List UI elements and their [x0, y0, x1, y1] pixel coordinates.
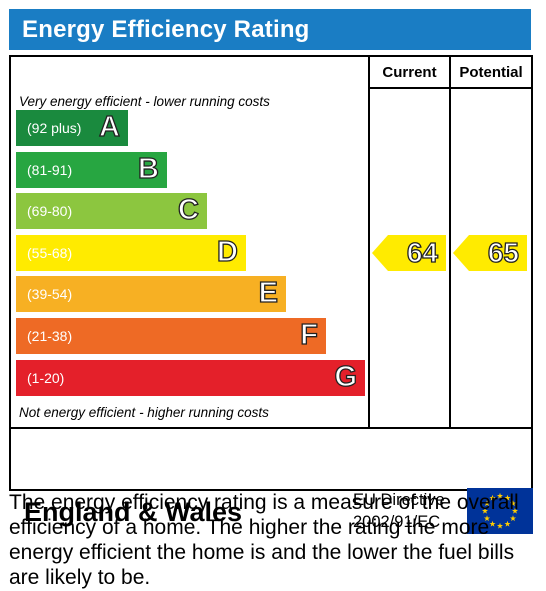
band-a: (92 plus) A: [16, 110, 128, 146]
potential-rating-value: 65: [487, 236, 519, 268]
rating-chart: Current Potential Very energy efficient …: [9, 55, 533, 534]
description-text: The energy efficiency rating is a measur…: [9, 491, 519, 589]
eu-star-icon: [483, 515, 491, 522]
eu-star-icon: [504, 494, 511, 501]
pointer-arrow-shape: [453, 234, 527, 271]
footer-divider: [11, 427, 531, 429]
band-range-label: (81-91): [27, 161, 73, 178]
eu-star-icon: [509, 515, 517, 522]
band-c: (69-80) C: [16, 193, 207, 230]
band-letter-label: A: [98, 110, 120, 143]
band-letter-label: D: [216, 235, 238, 268]
current-column-header: Current: [382, 64, 437, 81]
potential-column-header: Potential: [459, 64, 523, 81]
directive-label: EU Directive: [353, 491, 445, 509]
directive-number: 2002/91/EC: [353, 513, 441, 531]
band-f: (21-38) F: [16, 318, 326, 354]
current-rating-pointer: 64: [372, 234, 446, 271]
page-title: Energy Efficiency Rating: [22, 16, 310, 43]
band-g: (1-20) G: [16, 359, 365, 396]
band-range-label: (92 plus): [27, 120, 82, 136]
band-range-label: (55-68): [27, 244, 73, 261]
band-e: (39-54) E: [16, 276, 286, 313]
band-range-label: (69-80): [27, 203, 73, 220]
band-range-label: (1-20): [27, 369, 65, 386]
column-divider: [449, 57, 451, 429]
region-label: England & Wales: [24, 497, 243, 527]
inefficient-note: Not energy efficient - higher running co…: [19, 405, 269, 420]
band-letter-label: F: [300, 318, 319, 351]
band-letter-label: C: [177, 194, 199, 227]
header-bar: Energy Efficiency Rating: [9, 9, 531, 50]
eu-flag-icon: [467, 488, 533, 534]
band-letter-label: G: [334, 360, 358, 393]
eu-star-icon: [496, 492, 504, 499]
current-rating-value: 64: [406, 236, 438, 268]
eu-star-icon: [489, 520, 496, 527]
band-b: (81-91) B: [16, 151, 167, 188]
band-letter-label: E: [258, 277, 279, 310]
column-divider: [368, 57, 370, 429]
band-d: (55-68) D: [16, 234, 246, 271]
efficient-note: Very energy efficient - lower running co…: [19, 94, 270, 109]
band-range-label: (21-38): [27, 328, 73, 344]
eu-star-icon: [504, 520, 511, 527]
eu-star-icon: [509, 500, 517, 507]
eu-star-icon: [511, 507, 519, 514]
eu-star-icon: [481, 507, 489, 514]
eu-star-icon: [496, 522, 504, 529]
band-range-label: (39-54): [27, 286, 73, 303]
band-letter-label: B: [137, 152, 159, 185]
header-divider: [368, 87, 531, 89]
pointer-arrow-shape: [372, 234, 446, 271]
eu-star-icon: [489, 494, 496, 501]
eu-star-icon: [483, 500, 491, 507]
potential-rating-pointer: 65: [453, 234, 527, 271]
